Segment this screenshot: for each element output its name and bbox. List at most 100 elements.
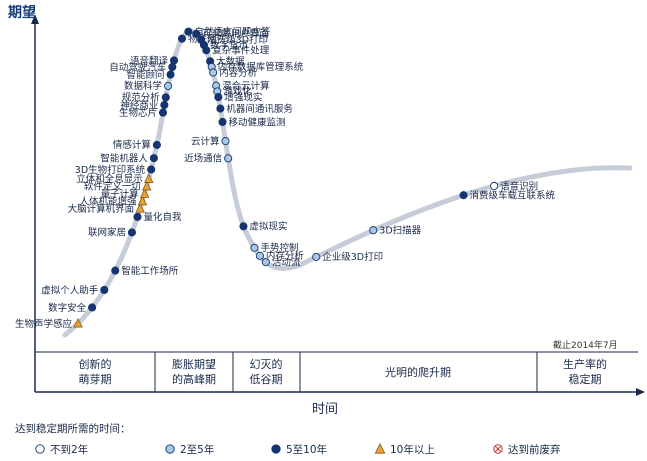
technology-label: 云计算 — [191, 135, 220, 147]
phase-label-line: 光明的爬升期 — [385, 365, 451, 379]
technology-markers: 生物声学感应 数字安全 虚拟个人助手 智能工作场所 联网家居 量化自我大脑计算机界面人体机… — [15, 26, 556, 330]
technology-marker — [152, 140, 161, 149]
technology-marker — [158, 108, 168, 117]
technology-marker — [255, 251, 264, 260]
technology-item: 大脑计算机界面 — [68, 203, 145, 215]
technology-marker — [202, 46, 211, 55]
technology-label: 语音识别 — [500, 180, 538, 192]
technology-label: 3D生物打印系统 — [75, 164, 146, 176]
technology-marker — [369, 226, 378, 235]
legend-item: 5至10年 — [271, 443, 327, 456]
legend-label: 5至10年 — [286, 443, 327, 456]
technology-label: 智能工作场所 — [121, 265, 179, 277]
technology-label: 大数据 — [216, 56, 245, 68]
technology-item: 3D扫描器 — [369, 225, 422, 237]
technology-label: 自动驾驶汽车 — [109, 61, 166, 73]
technology-marker — [144, 173, 154, 183]
y-axis-arrow — [31, 14, 39, 24]
y-axis-label: 期望 — [8, 4, 36, 21]
technology-item: 机器间通讯服务 — [216, 103, 293, 115]
technology-marker — [192, 29, 201, 38]
x-axis-arrow — [636, 388, 645, 396]
technology-item: 消费级3D打印 — [197, 34, 268, 46]
technology-item: 人体机能增强 — [79, 195, 148, 208]
technology-item: 移动健康监测 — [218, 116, 286, 128]
technology-label: 规范分析 — [122, 92, 161, 104]
technology-marker — [135, 203, 145, 213]
technology-label: 人体机能增强 — [79, 196, 137, 208]
technology-item: 智能机器人 — [100, 152, 158, 164]
technology-label: 联网家居 — [88, 227, 126, 239]
technology-item: 手势控制 — [250, 242, 298, 254]
technology-label: 活动流 — [272, 256, 301, 268]
technology-marker — [100, 285, 109, 295]
phase-label-line: 稳定期 — [569, 372, 602, 386]
technology-item: 数字安全 — [48, 302, 97, 314]
technology-label: 游戏化 — [223, 86, 252, 98]
technology-item: 智能工作场所 — [111, 265, 179, 277]
technology-marker — [177, 34, 187, 43]
technology-label: 语音翻译 — [130, 55, 169, 67]
technology-marker — [164, 81, 173, 90]
technology-label: 立体和全息显示 — [76, 173, 143, 185]
technology-label: 增强现实 — [224, 91, 262, 103]
technology-marker — [168, 62, 177, 72]
technology-marker — [209, 68, 218, 77]
technology-label: 大脑计算机界面 — [68, 203, 135, 215]
technology-item: 联网家居 — [88, 227, 137, 239]
technology-marker — [224, 154, 233, 163]
technology-marker — [133, 212, 142, 221]
technology-label: 可穿戴用户界面 — [202, 28, 269, 40]
technology-item: 情感计算 — [113, 139, 161, 151]
technology-marker — [161, 93, 170, 102]
technology-item: 增强现实 — [214, 91, 262, 103]
technology-marker — [490, 181, 499, 191]
technology-label: 数字安全 — [48, 302, 87, 314]
phase-label: 生产率的稳定期 — [563, 357, 607, 386]
technology-item: 3D生物打印系统 — [75, 164, 156, 176]
legend-marker — [35, 444, 45, 454]
legend-item: 2至5年 — [165, 443, 214, 456]
technology-label: 数字货币 — [210, 39, 248, 51]
technology-item: 数据科学 — [124, 80, 173, 92]
technology-marker — [137, 195, 148, 206]
phase-label-line: 萌芽期 — [79, 372, 112, 386]
legend-label: 2至5年 — [180, 443, 214, 456]
technology-label: 手势控制 — [260, 242, 298, 254]
technology-label: 神经商业 — [120, 99, 158, 111]
technology-label: 软件定义一切 — [84, 181, 141, 193]
phase-label: 膨胀期望的高峰期 — [172, 357, 216, 386]
technology-item: 智能顾问 — [127, 69, 175, 81]
date-note: 截止2014年7月 — [553, 339, 618, 351]
technology-item: 神经商业 — [120, 99, 169, 111]
technology-label: 虚拟现实 — [249, 221, 287, 233]
technology-marker — [214, 93, 223, 102]
technology-item: 立体和全息显示 — [76, 173, 154, 185]
technology-marker — [459, 191, 468, 200]
legend-title: 达到稳定期所需的时间： — [15, 422, 131, 435]
technology-label: 3D扫描器 — [379, 225, 421, 237]
legend-label: 不到2年 — [50, 443, 88, 456]
technology-marker — [221, 137, 230, 146]
technology-label: 复杂事件处理 — [212, 45, 270, 57]
technology-label: 混合云计算 — [222, 80, 270, 92]
phase-label-line: 生产率的 — [563, 357, 607, 371]
legend-marker-cross — [495, 446, 501, 452]
technology-marker — [88, 303, 97, 312]
phase-labels: 创新的萌芽期 膨胀期望的高峰期 幻灭的低谷期 光明的爬升期 生产率的稳定期 — [79, 357, 608, 386]
technology-marker — [184, 27, 193, 36]
technology-item: 消费级车载互联系统 — [459, 189, 556, 201]
technology-label: 智能机器人 — [100, 152, 148, 164]
technology-item: 内容分析 — [209, 67, 258, 79]
legend-marker — [271, 444, 281, 454]
technology-item: 活动流 — [261, 256, 301, 268]
phase-label-line: 的高峰期 — [172, 372, 216, 386]
technology-marker — [261, 258, 270, 267]
technology-item: 内存分析 — [255, 250, 304, 262]
legend-item: 达到前废弃 — [493, 443, 561, 456]
technology-item: 虚拟现实 — [239, 221, 287, 233]
technology-label: 量化自我 — [143, 211, 182, 223]
technology-item: 混合云计算 — [212, 80, 270, 92]
technology-marker — [142, 180, 152, 191]
phase-label-line: 膨胀期望 — [172, 357, 216, 371]
